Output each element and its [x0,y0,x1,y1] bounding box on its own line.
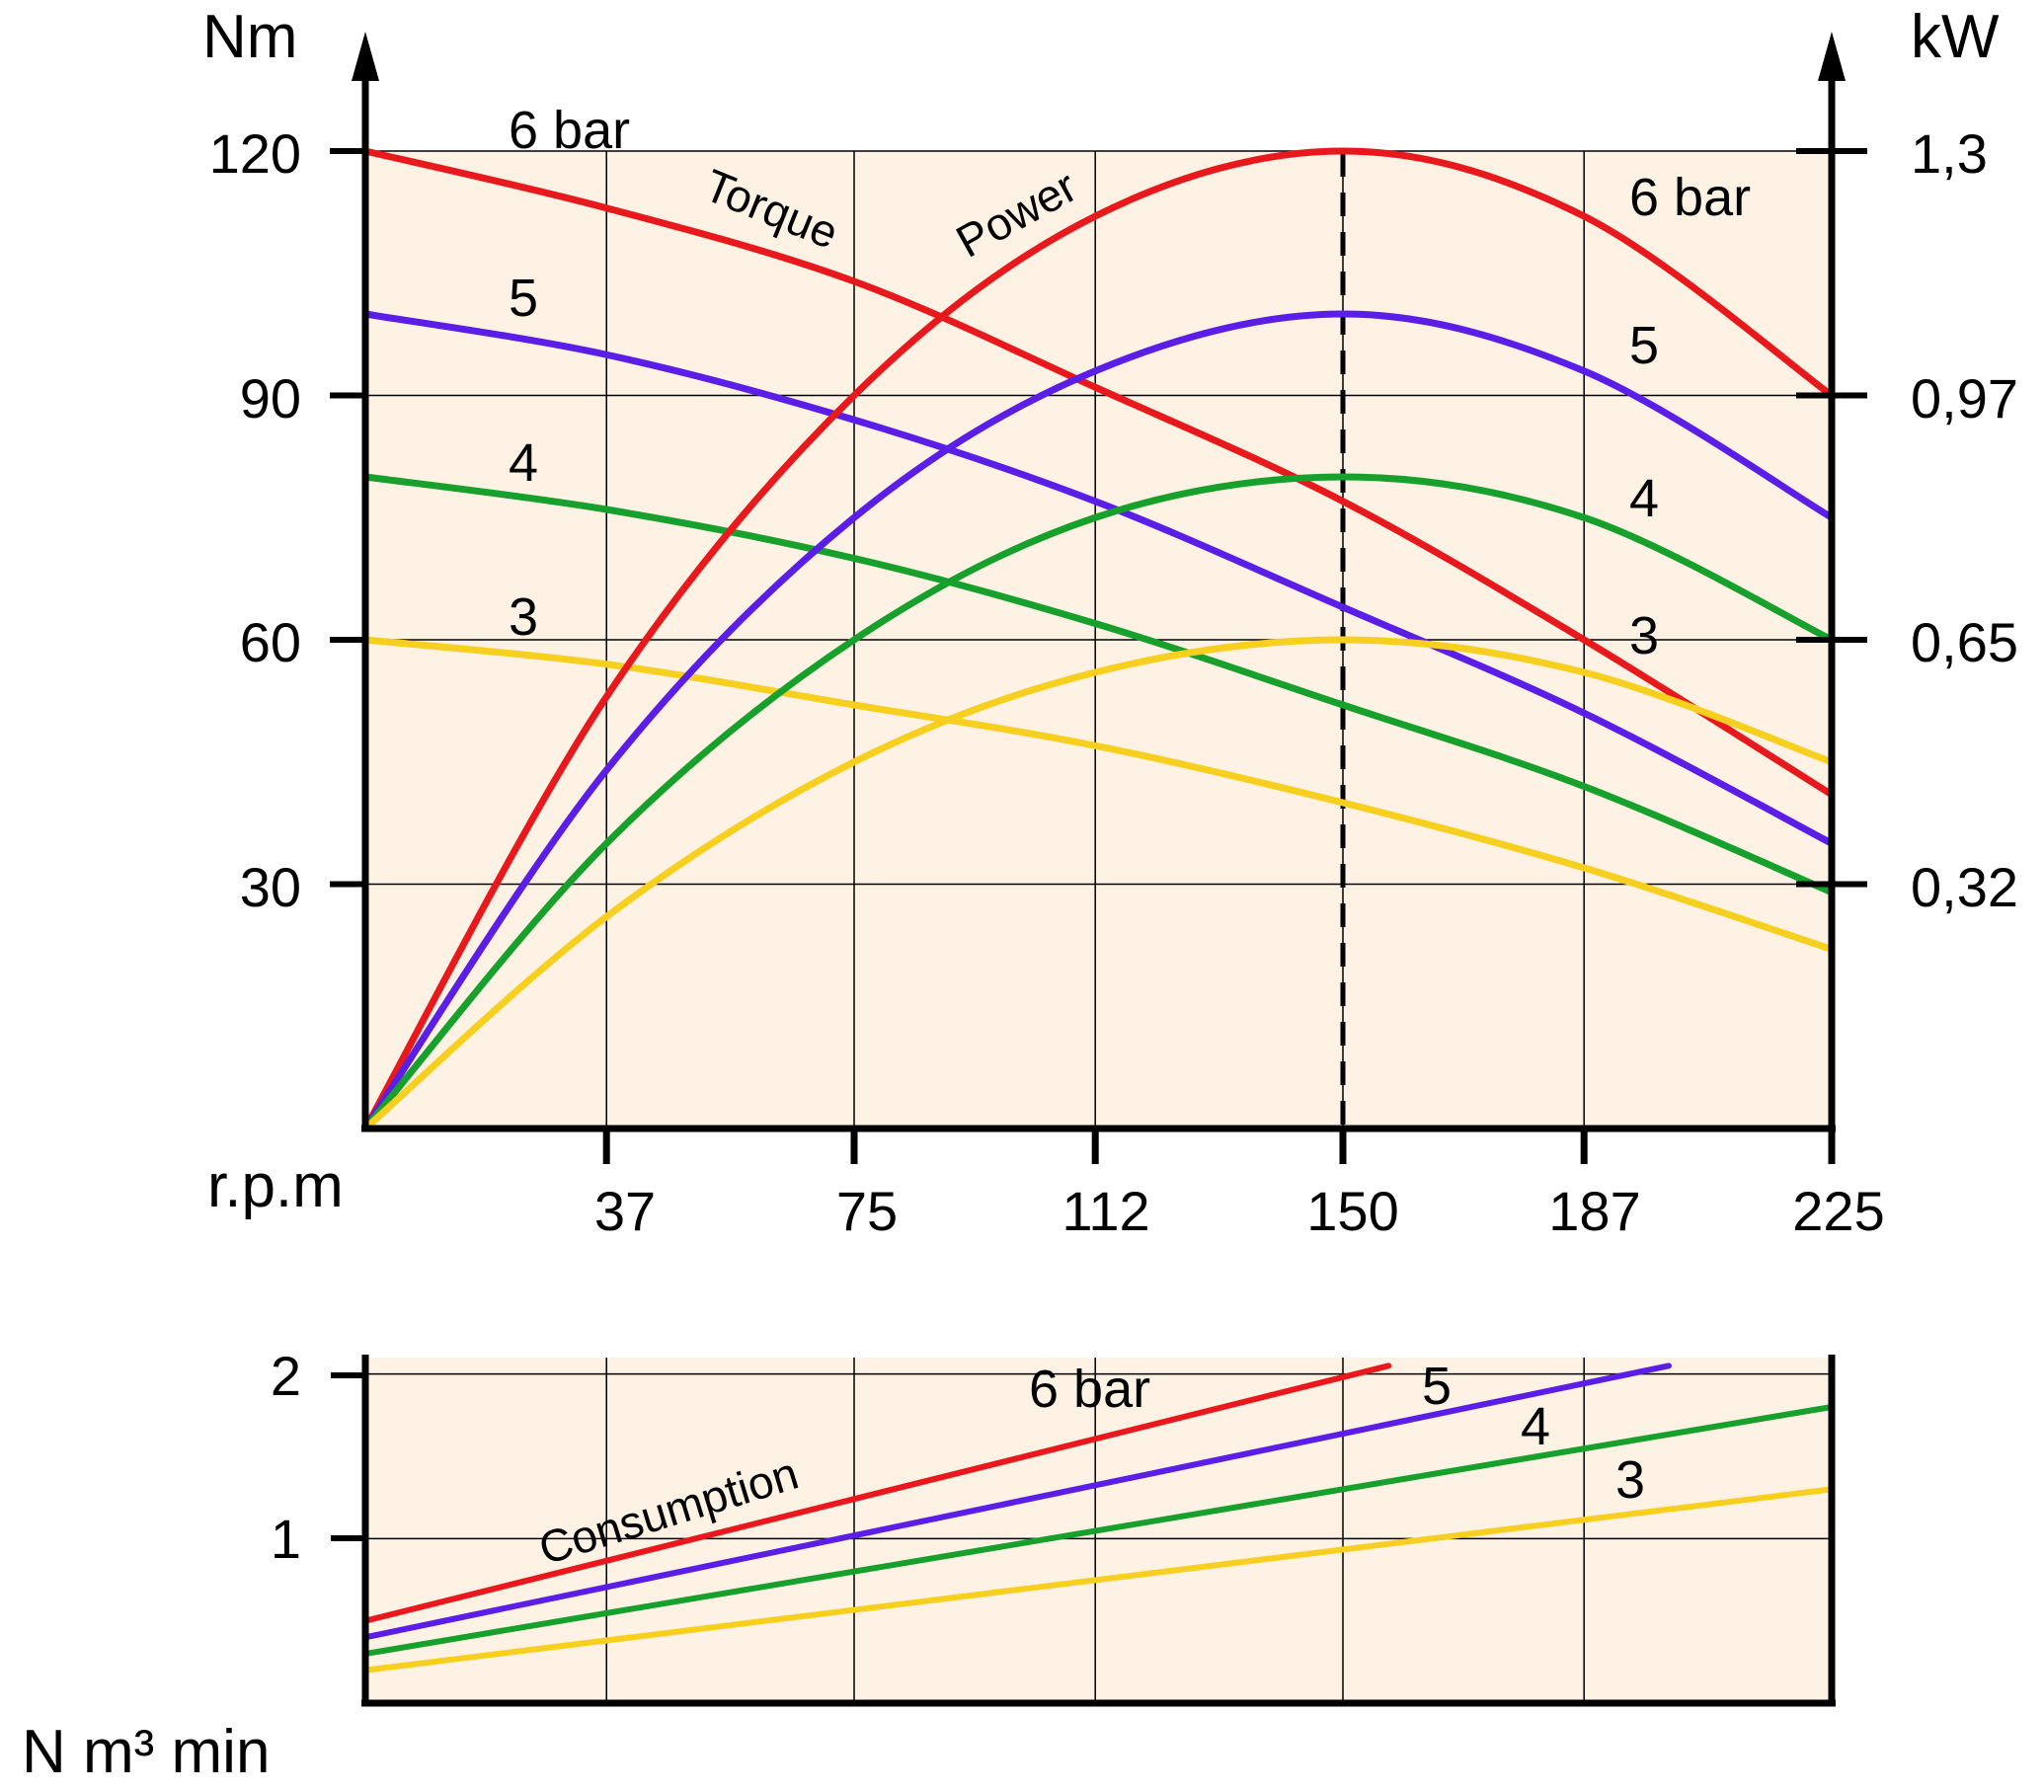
bottom-series [362,1363,1835,1674]
power-label-4: 4 [1629,469,1659,528]
consumption-label-3: 3 [1615,1450,1645,1510]
torque-curve-5 [361,310,1836,847]
y-right-tick-032: 0,32 [1911,856,2018,918]
y-right-title: kW [1911,3,2000,71]
torque-label-6bar: 6 bar [509,101,630,160]
power-label-5: 5 [1629,316,1659,375]
bottom-y-tick-1: 1 [271,1508,301,1570]
y-right-tick-065: 0,65 [1911,611,2018,673]
y-left-tick-60: 60 [240,611,301,673]
y-left-tick-90: 90 [240,367,301,429]
torque-label-5: 5 [509,269,538,328]
top-ticks [330,148,1867,1164]
power-curve-4 [361,473,1836,1132]
left-axis-arrow [352,32,379,81]
torque-curve-3 [361,636,1836,953]
x-tick-75: 75 [836,1180,898,1242]
power-label-6bar: 6 bar [1629,168,1751,227]
torque-label-3: 3 [509,587,538,647]
x-tick-37: 37 [594,1180,656,1242]
top-series [361,147,1836,1132]
power-curve-6bar [361,147,1836,1132]
power-curve-3 [361,636,1836,1132]
consumption-label-6bar: 6 bar [1029,1360,1150,1419]
power-label-3: 3 [1629,606,1659,665]
consumption-line-4 [362,1404,1835,1657]
torque-curve-6bar [361,147,1836,799]
x-tick-112: 112 [1061,1180,1149,1242]
y-left-tick-30: 30 [240,856,301,918]
x-tick-225: 225 [1792,1180,1884,1242]
consumption-label-5: 5 [1422,1357,1452,1416]
consumption-line-5 [362,1363,1672,1641]
x-axis-title: r.p.m [207,1152,344,1220]
consumption-line-3 [362,1486,1835,1674]
y-right-tick-097: 0,97 [1911,367,2018,429]
y-right-tick-13: 1,3 [1911,122,1988,185]
consumption-label-4: 4 [1521,1397,1550,1456]
y-left-title: Nm [202,3,297,71]
torque-curve-4 [361,473,1836,896]
torque-label-4: 4 [509,433,538,493]
consumption-line-6bar [362,1363,1392,1624]
y-left-tick-120: 120 [209,122,301,185]
x-tick-187: 187 [1548,1180,1640,1242]
power-curve-5 [361,310,1836,1132]
consumption-axis-title: N m³ min [22,1718,270,1786]
bottom-y-tick-2: 2 [271,1345,301,1407]
right-axis-arrow [1818,32,1846,81]
x-tick-150: 150 [1306,1180,1398,1242]
